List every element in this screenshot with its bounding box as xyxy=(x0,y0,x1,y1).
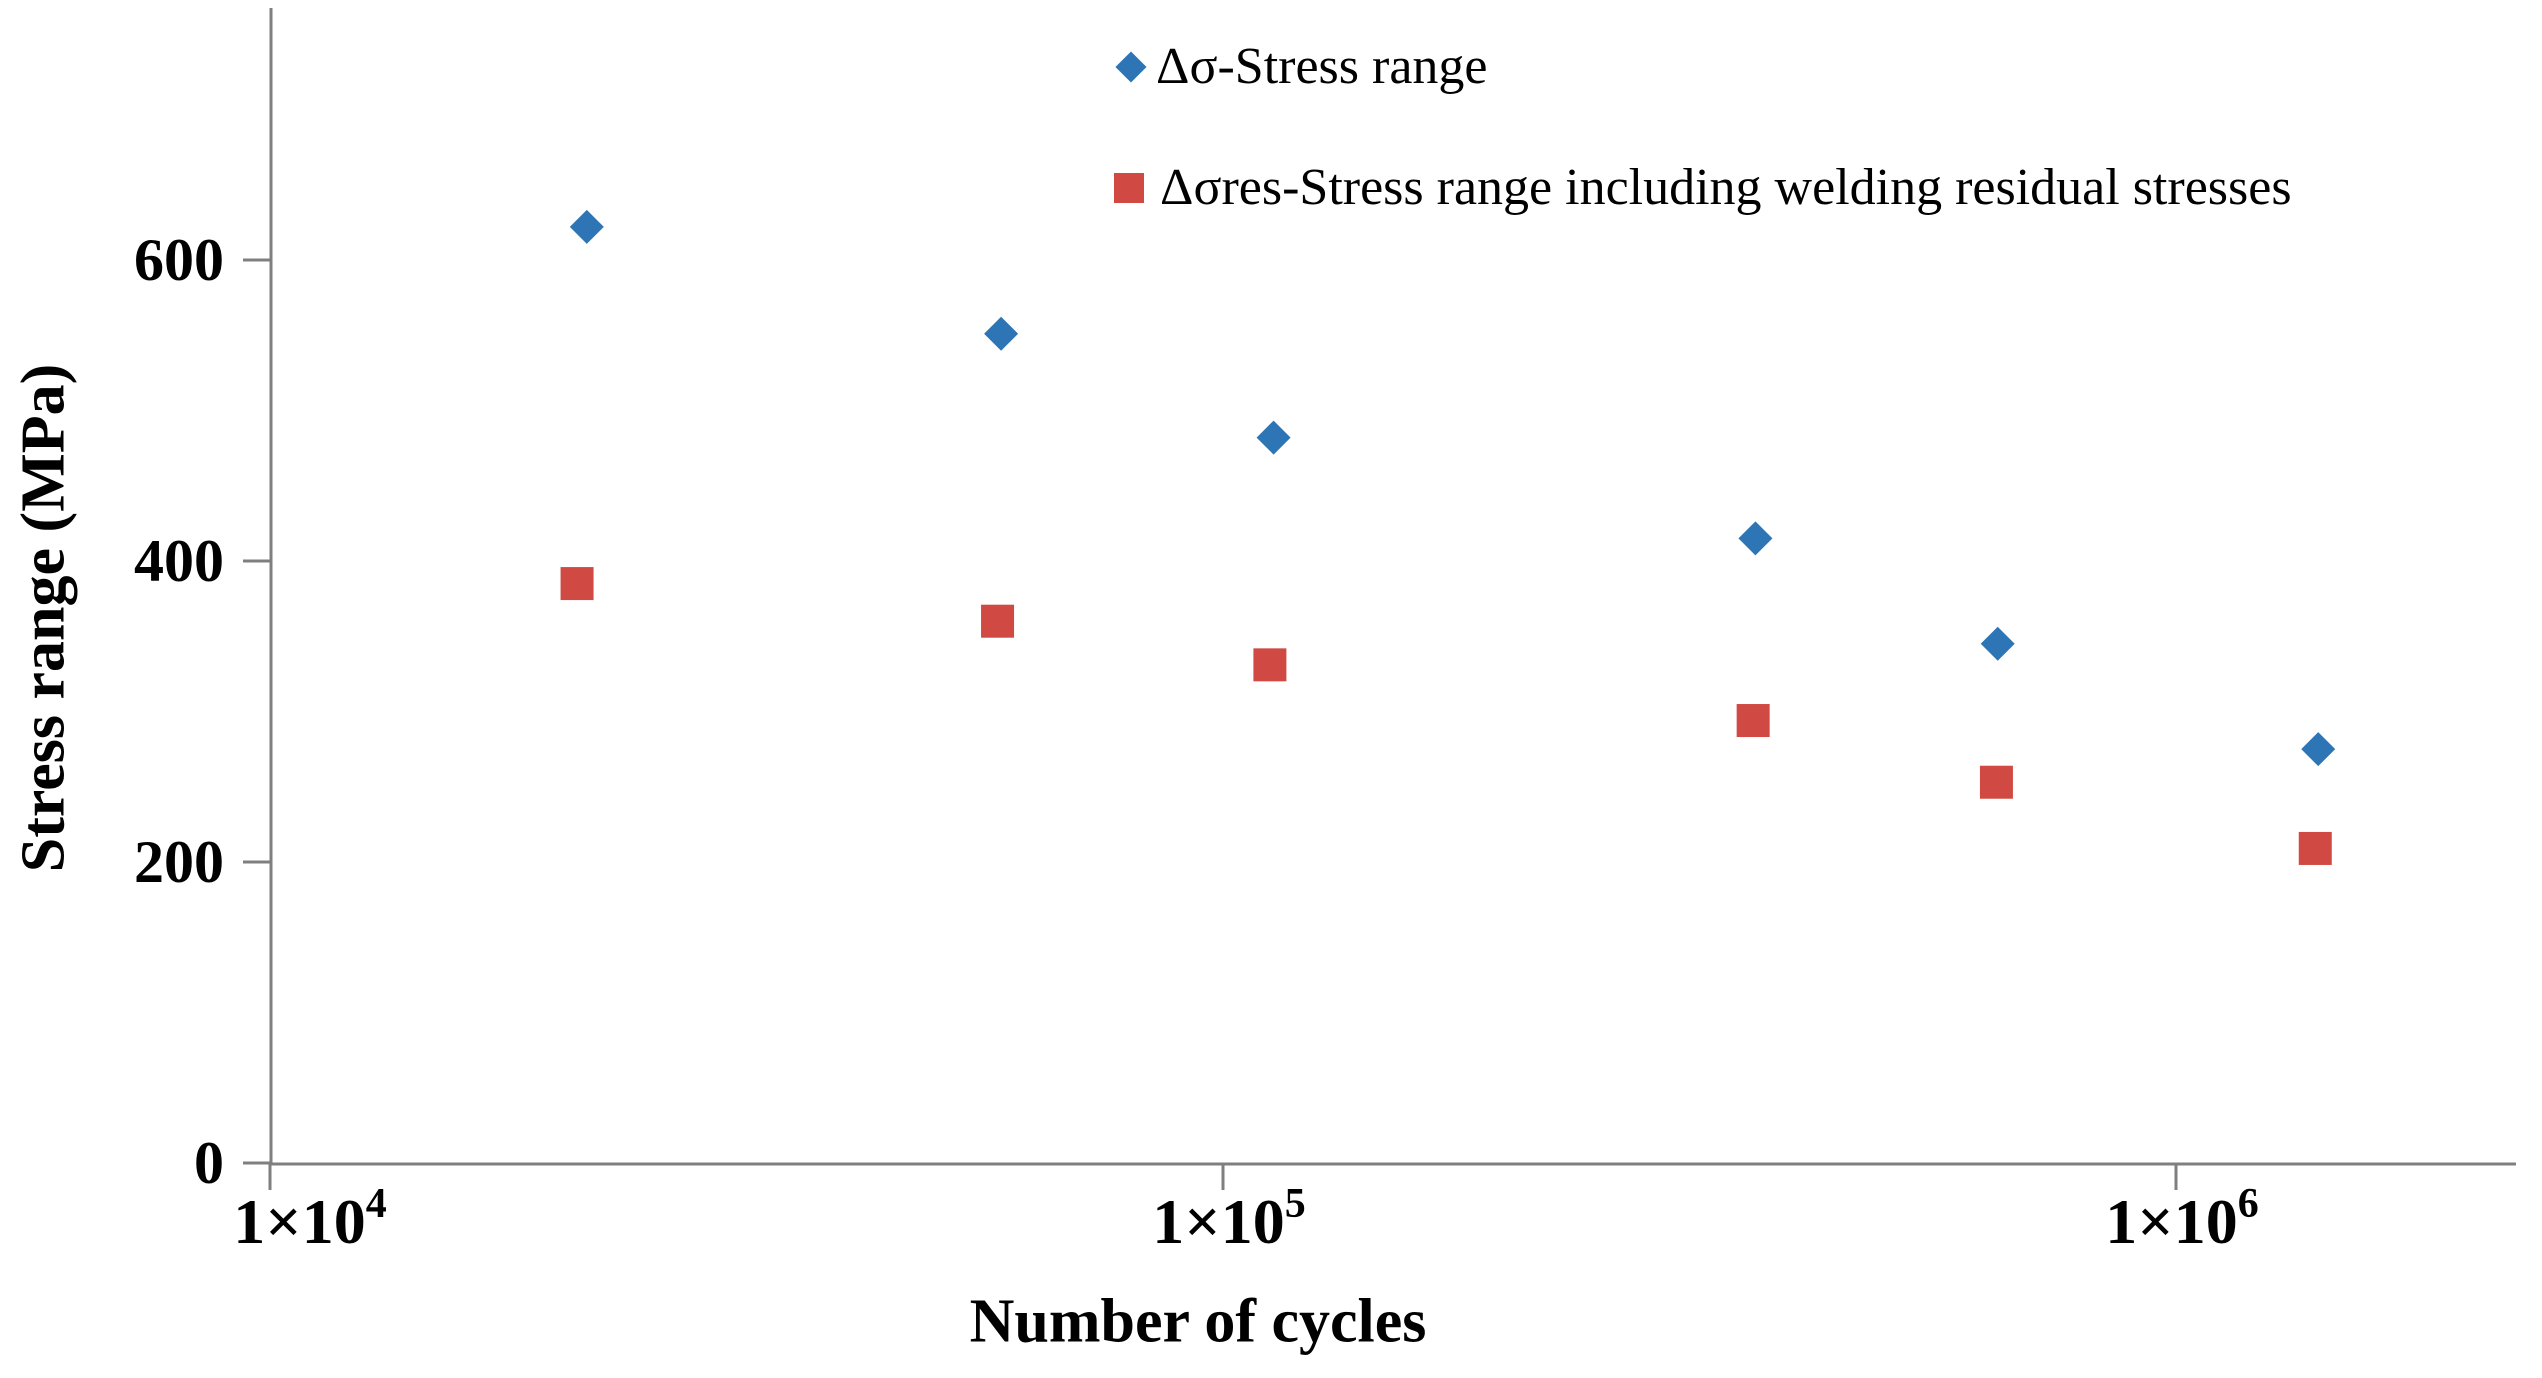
data-point-diamond xyxy=(1980,626,2015,661)
data-point-square xyxy=(981,604,1015,638)
legend-label-stress-range: Δσ-Stress range xyxy=(1156,38,1488,95)
legend-item-stress-range: Δσ-Stress range xyxy=(1115,38,1488,95)
data-point-square xyxy=(2298,831,2332,865)
data-point-square xyxy=(1979,765,2013,799)
legend-label-stress-range-residual: Δσres-Stress range including welding res… xyxy=(1160,159,2292,216)
data-point-diamond xyxy=(1738,521,1773,556)
x-tick-label: 1×104 xyxy=(233,1181,386,1257)
y-tick-label: 0 xyxy=(194,1130,224,1196)
y-axis-title: Stress range (MPa) xyxy=(9,363,78,873)
y-tick-label: 400 xyxy=(134,528,224,594)
data-point-square xyxy=(1736,704,1770,738)
x-axis-title: Number of cycles xyxy=(969,1287,1427,1356)
data-point-diamond xyxy=(569,209,604,244)
y-tick-label: 200 xyxy=(134,829,224,895)
x-tick-label: 1×106 xyxy=(2105,1181,2258,1257)
data-point-square xyxy=(1253,648,1287,682)
data-point-diamond xyxy=(984,316,1019,351)
data-point-square xyxy=(560,567,594,601)
x-tick-label: 1×105 xyxy=(1152,1181,1305,1257)
data-point-diamond xyxy=(2301,732,2336,767)
y-tick-label: 600 xyxy=(134,227,224,293)
square-marker-icon xyxy=(1114,173,1144,203)
legend-item-stress-range-residual: Δσres-Stress range including welding res… xyxy=(1114,162,2292,214)
data-point-diamond xyxy=(1256,420,1291,455)
diamond-marker-icon xyxy=(1115,51,1147,83)
